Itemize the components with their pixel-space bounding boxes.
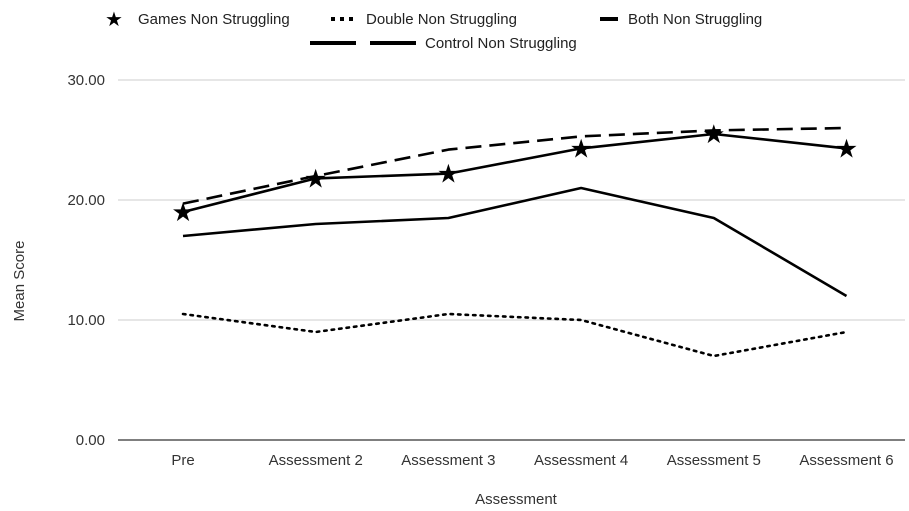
y-tick-label: 0.00 bbox=[76, 432, 105, 449]
x-tick-label: Assessment 5 bbox=[667, 452, 761, 469]
x-tick-label: Assessment 3 bbox=[401, 452, 495, 469]
data-point-star: ★ bbox=[304, 163, 327, 193]
y-tick-label: 20.00 bbox=[67, 192, 105, 209]
series-line-both-non-struggling bbox=[182, 126, 847, 205]
y-tick-labels: 0.00 10.00 20.00 30.00 bbox=[67, 72, 105, 449]
series-lines: ★ ★ ★ ★ ★ ★ bbox=[171, 119, 858, 358]
x-tick-label: Assessment 2 bbox=[269, 452, 363, 469]
series-line-double-non-struggling bbox=[181, 312, 848, 358]
data-point-star: ★ bbox=[171, 197, 194, 227]
legend: ★ Games Non Struggling Double Non Strugg… bbox=[105, 9, 762, 52]
data-point-star: ★ bbox=[835, 133, 858, 163]
legend-label-control: Control Non Struggling bbox=[425, 35, 577, 52]
data-point-star: ★ bbox=[702, 119, 725, 149]
data-point-star: ★ bbox=[437, 159, 460, 189]
series-line-games-non-struggling bbox=[182, 132, 847, 214]
y-tick-label: 30.00 bbox=[67, 72, 105, 89]
gridlines bbox=[118, 79, 905, 441]
legend-marker-games-star: ★ bbox=[105, 9, 123, 31]
x-axis-title: Assessment bbox=[475, 491, 558, 508]
legend-label-games: Games Non Struggling bbox=[138, 11, 290, 28]
x-tick-label: Assessment 6 bbox=[799, 452, 893, 469]
legend-label-both: Both Non Struggling bbox=[628, 11, 762, 28]
y-axis-title: Mean Score bbox=[11, 241, 28, 322]
data-point-star: ★ bbox=[569, 133, 592, 163]
y-tick-label: 10.00 bbox=[67, 312, 105, 329]
x-tick-label: Assessment 4 bbox=[534, 452, 628, 469]
x-tick-label: Pre bbox=[171, 452, 194, 469]
series-line-control-non-struggling bbox=[182, 186, 848, 298]
x-tick-labels: Pre Assessment 2 Assessment 3 Assessment 4 A… bbox=[171, 452, 893, 469]
legend-label-double: Double Non Struggling bbox=[366, 11, 517, 28]
